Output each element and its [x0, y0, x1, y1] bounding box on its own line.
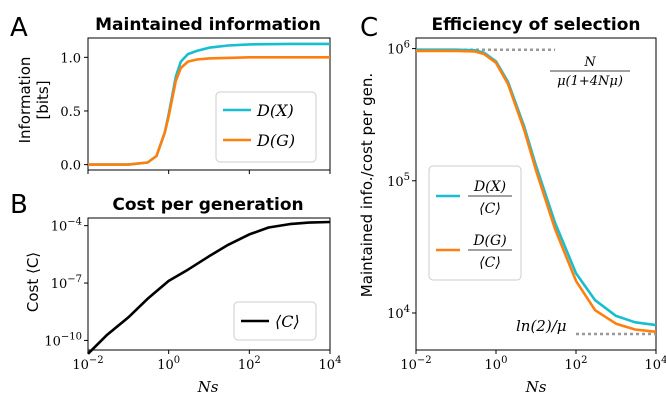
panel-b-xlabel: Ns [197, 378, 219, 396]
panel-c-legend-denominator-dg: ⟨C⟩ [479, 255, 501, 271]
panel-b-series-c-line [87, 220, 331, 355]
panel-b-xtick-label: 102 [238, 355, 261, 373]
panel-a-plot: 0.0 0.5 1.0 D(X) D(G) [60, 37, 331, 174]
panel-c-series-dg-line [416, 49, 657, 334]
panel-b-ytick-label: 10−10 [44, 331, 82, 349]
panel-c-xlabel: Ns [525, 378, 547, 396]
panel-a-ytick-label: 0.5 [60, 105, 81, 120]
panel-c-annotation-numerator: N [583, 55, 596, 70]
panel-c-ytick-label: 104 [387, 304, 410, 322]
panel-c-ylabel: Maintained info./cost per gen. [358, 73, 376, 297]
panel-b-ytick-label: 10−7 [51, 274, 82, 292]
panel-a-title: Maintained information [95, 15, 321, 35]
panel-b-plot: 10−2 100 102 104 10−10 10−7 10−4 ⟨C⟩ [44, 217, 341, 373]
panel-c-xtick-label: 100 [485, 355, 508, 373]
panel-b-legend [233, 301, 317, 341]
panel-b-legend-label: ⟨C⟩ [275, 312, 300, 331]
panel-a-ytick-label: 0.0 [60, 159, 81, 174]
panel-c-ytick-label: 105 [387, 172, 410, 190]
panel-letter-c: C [360, 13, 378, 43]
panel-c-legend-numerator-dx: D(X) [473, 179, 506, 195]
panel-c-frame [415, 37, 657, 351]
panel-letter-b: B [10, 190, 28, 220]
panel-c-legend-numerator-dg: D(G) [472, 233, 506, 249]
panel-a-legend-label-dg: D(G) [256, 131, 295, 150]
panel-b-xtick-label: 10−2 [72, 355, 103, 373]
panel-c-xtick-label: 104 [645, 355, 666, 373]
panel-a-ytick-label: 1.0 [60, 51, 81, 66]
panel-c-xtick-label: 102 [565, 355, 588, 373]
panel-c-ytick-label: 106 [387, 40, 410, 58]
panel-b-frame [87, 217, 331, 351]
panel-c-plot: 10−2 100 102 104 104 105 106 Nμ(1+4Nμ) ln(2)/μ D(… [387, 37, 666, 373]
panel-a-series-dg-line [88, 56, 330, 166]
panel-c-annotation-denominator: μ(1+4Nμ) [557, 74, 623, 89]
panel-c-xtick-label: 10−2 [400, 355, 431, 373]
panel-b-ylabel: Cost ⟨C⟩ [24, 252, 42, 312]
panel-a-ylabel-line1: Information [16, 57, 34, 144]
panel-letter-a: A [10, 13, 28, 43]
panel-c-title: Efficiency of selection [432, 15, 641, 35]
panel-c-legend [428, 165, 522, 281]
panel-a-frame [87, 37, 331, 171]
panel-b-ytick-label: 10−4 [51, 217, 82, 235]
panel-b-title: Cost per generation [112, 195, 303, 215]
panel-a-ylabel-line2: [bits] [34, 80, 52, 119]
panel-a-legend-label-dx: D(X) [256, 101, 294, 120]
panel-c-legend-denominator-dx: ⟨C⟩ [479, 201, 501, 217]
panel-c-annotation-ln2: ln(2)/μ [516, 317, 567, 335]
panel-b-xtick-label: 104 [319, 355, 342, 373]
panel-b-xtick-label: 100 [157, 355, 180, 373]
